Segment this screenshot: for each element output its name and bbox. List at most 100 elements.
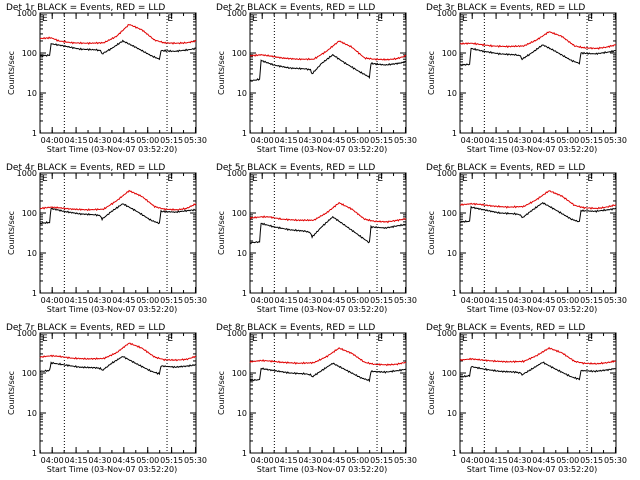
series-line-lld <box>459 190 617 210</box>
y-tick-label: 10 <box>237 409 247 418</box>
y-axis-label: Counts/sec <box>427 51 436 95</box>
plot-title: Det 2r BLACK = Events, RED = LLD <box>216 3 375 13</box>
series-line-events <box>459 44 616 67</box>
x-tick-label: 05:00 <box>346 456 369 465</box>
series-line-events <box>39 203 197 225</box>
plot-title: Det 8r BLACK = Events, RED = LLD <box>216 323 375 333</box>
corner-marker: E <box>42 174 48 184</box>
y-tick-label: 100 <box>22 209 37 218</box>
series-line-lld <box>39 23 197 45</box>
y-tick-label: 1000 <box>17 329 37 338</box>
x-tick-label: 05:00 <box>136 296 159 305</box>
x-tick-label: 04:00 <box>461 296 484 305</box>
corner-marker: E <box>587 14 593 24</box>
corner-marker: E <box>252 14 258 24</box>
x-axis-label: Start Time (03-Nov-07 03:52:20) <box>47 465 177 474</box>
plot-panel-9: Det 9r BLACK = Events, RED = LLD 1 10 100 10… <box>426 323 627 474</box>
y-tick-label: 1 <box>242 449 247 458</box>
y-tick-label: 100 <box>232 369 247 378</box>
x-tick-label: 04:45 <box>112 296 135 305</box>
x-tick-label: 05:15 <box>160 296 183 305</box>
corner-marker: E <box>167 334 173 344</box>
x-tick-label: 05:30 <box>604 296 627 305</box>
plot-panel-8: Det 8r BLACK = Events, RED = LLD 1 10 100 10… <box>216 323 417 474</box>
plot-title: Det 1r BLACK = Events, RED = LLD <box>6 3 165 13</box>
y-tick-label: 1000 <box>227 9 247 18</box>
corner-marker: E <box>377 14 383 24</box>
x-tick-label: 05:30 <box>394 296 417 305</box>
x-tick-label: 05:00 <box>346 296 369 305</box>
x-tick-label: 04:45 <box>112 136 135 145</box>
y-tick-label: 10 <box>237 249 247 258</box>
y-tick-label: 1000 <box>227 329 247 338</box>
plot-frame <box>249 172 407 294</box>
x-tick-label: 05:30 <box>184 296 207 305</box>
x-axis-label: Start Time (03-Nov-07 03:52:20) <box>257 145 387 154</box>
series-line-events <box>249 53 407 82</box>
x-tick-label: 04:15 <box>485 296 508 305</box>
y-tick-label: 1 <box>242 129 247 138</box>
series-line-events <box>39 356 196 376</box>
corner-marker: E <box>167 174 173 184</box>
corner-marker: E <box>377 334 383 344</box>
x-tick-label: 05:30 <box>184 456 207 465</box>
x-tick-label: 04:45 <box>322 296 345 305</box>
x-tick-label: 04:30 <box>88 136 111 145</box>
plot-panel-5: Det 5r BLACK = Events, RED = LLD 1 10 100 10… <box>216 163 417 314</box>
x-tick-label: 04:30 <box>508 296 531 305</box>
x-tick-label: 04:45 <box>112 456 135 465</box>
y-tick-label: 100 <box>22 49 37 58</box>
y-tick-label: 10 <box>447 249 457 258</box>
y-tick-label: 100 <box>442 369 457 378</box>
series-line-lld <box>459 346 617 365</box>
plot-title: Det 6r BLACK = Events, RED = LLD <box>426 163 585 173</box>
y-tick-label: 10 <box>27 249 37 258</box>
x-tick-label: 05:30 <box>604 136 627 145</box>
plot-panel-7: Det 7r BLACK = Events, RED = LLD 1 10 100 10… <box>6 323 207 474</box>
x-tick-label: 04:00 <box>41 456 64 465</box>
x-tick-label: 04:45 <box>322 136 345 145</box>
corner-marker: E <box>377 174 383 184</box>
x-tick-label: 05:30 <box>394 136 417 145</box>
series-line-events <box>459 201 617 224</box>
y-tick-label: 1 <box>32 129 37 138</box>
corner-marker: E <box>252 174 258 184</box>
x-tick-label: 04:45 <box>532 296 555 305</box>
plot-title: Det 7r BLACK = Events, RED = LLD <box>6 323 165 333</box>
x-axis-label: Start Time (03-Nov-07 03:52:20) <box>47 305 177 314</box>
y-tick-label: 10 <box>447 89 457 98</box>
series-line-events <box>249 215 407 245</box>
x-tick-label: 04:00 <box>461 136 484 145</box>
corner-marker: E <box>167 14 173 24</box>
corner-marker: E <box>42 14 48 24</box>
y-tick-label: 10 <box>447 409 457 418</box>
plot-frame <box>459 172 617 294</box>
x-tick-label: 05:00 <box>556 456 579 465</box>
x-tick-label: 05:15 <box>370 456 393 465</box>
plot-title: Det 3r BLACK = Events, RED = LLD <box>426 3 585 13</box>
x-axis-label: Start Time (03-Nov-07 03:52:20) <box>467 145 597 154</box>
x-tick-label: 05:15 <box>580 296 603 305</box>
x-tick-label: 05:15 <box>580 456 603 465</box>
y-tick-label: 100 <box>22 369 37 378</box>
x-tick-label: 04:15 <box>65 456 88 465</box>
x-tick-label: 04:15 <box>485 456 508 465</box>
y-axis-label: Counts/sec <box>217 51 226 95</box>
y-axis-label: Counts/sec <box>217 211 226 255</box>
plot-frame <box>459 12 617 134</box>
plot-frame <box>459 332 617 454</box>
y-tick-label: 1000 <box>437 329 457 338</box>
corner-marker: E <box>462 14 468 24</box>
x-tick-label: 05:00 <box>556 296 579 305</box>
corner-marker: E <box>462 334 468 344</box>
series-line-lld <box>39 342 196 362</box>
series-line-lld <box>249 40 407 61</box>
y-tick-label: 10 <box>27 409 37 418</box>
x-tick-label: 04:00 <box>41 296 64 305</box>
x-axis-label: Start Time (03-Nov-07 03:52:20) <box>257 305 387 314</box>
x-tick-label: 04:00 <box>251 296 274 305</box>
x-tick-label: 04:15 <box>65 136 88 145</box>
x-tick-label: 04:15 <box>275 296 298 305</box>
x-tick-label: 04:00 <box>41 136 64 145</box>
y-tick-label: 1000 <box>17 9 37 18</box>
